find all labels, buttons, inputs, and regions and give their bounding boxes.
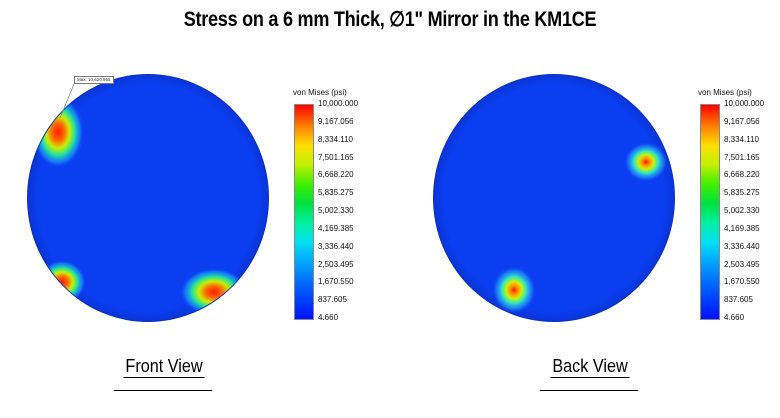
back-legend-title: von Mises (psi)	[698, 88, 752, 97]
legend-tick-label: 3,336.440	[724, 241, 760, 251]
legend-tick-label: 5,835.275	[318, 188, 354, 198]
front-view-disc	[27, 74, 269, 322]
legend-tick-label: 5,835.275	[724, 188, 760, 198]
front-view-plot: Max: 10,620.955	[24, 70, 272, 328]
back-view-label: Back View	[536, 356, 644, 378]
legend-tick-label: 8,334.110	[318, 134, 353, 144]
legend-tick-label: 6,668.220	[318, 170, 354, 180]
front-hotspot-top-left	[32, 96, 84, 168]
front-disc-surface	[28, 75, 268, 321]
legend-tick-label: 4,169.385	[724, 223, 760, 233]
back-colorbar	[700, 104, 720, 320]
back-view-disc	[433, 74, 675, 322]
legend-tick-label: 837.605	[318, 295, 347, 305]
legend-tick-label: 1,670.550	[318, 277, 354, 287]
callout-leader	[59, 83, 75, 119]
legend-tick-label: 4.660	[724, 313, 745, 322]
max-stress-callout: Max: 10,620.955	[74, 76, 114, 84]
legend-tick-label: 6,668.220	[724, 170, 760, 180]
legend-tick-label: 9,167.056	[318, 116, 354, 126]
legend-tick-label: 7,501.165	[724, 152, 760, 162]
legend-tick-label: 8,334.110	[724, 134, 759, 144]
front-legend-title: von Mises (psi)	[293, 88, 347, 97]
legend-tick-label: 1,670.550	[724, 277, 760, 287]
legend-tick-label: 837.605	[724, 295, 753, 305]
legend-tick-label: 7,501.165	[318, 152, 354, 162]
legend-tick-label: 4,169.385	[318, 223, 354, 233]
front-colorbar	[294, 104, 314, 320]
back-hotspot-bottom-left	[492, 266, 536, 314]
back-disc-surface	[434, 75, 674, 321]
legend-tick-label: 5,002.330	[318, 206, 354, 215]
legend-tick-label: 10,000.000	[318, 99, 359, 108]
legend-tick-label: 4.660	[318, 313, 339, 322]
legend-tick-label: 5,002.330	[724, 206, 760, 215]
front-view-label: Front View	[110, 356, 218, 378]
front-hotspot-bottom-right	[180, 268, 248, 316]
legend-tick-label: 3,336.440	[318, 241, 354, 251]
front-hotspot-bottom-left	[38, 260, 86, 304]
legend-tick-label: 9,167.056	[724, 116, 760, 126]
back-view-underline	[540, 390, 638, 391]
legend-tick-label: 10,000.000	[724, 99, 765, 108]
legend-tick-label: 2,503.495	[318, 259, 354, 269]
back-view-plot	[430, 70, 678, 328]
page-title: Stress on a 6 mm Thick, ∅1" Mirror in th…	[183, 8, 597, 31]
back-view-label-text: Back View	[550, 356, 630, 378]
back-hotspot-right	[624, 142, 668, 182]
front-view-underline	[114, 390, 212, 391]
front-view-label-text: Front View	[123, 356, 205, 378]
legend-tick-label: 2,503.495	[724, 259, 760, 269]
